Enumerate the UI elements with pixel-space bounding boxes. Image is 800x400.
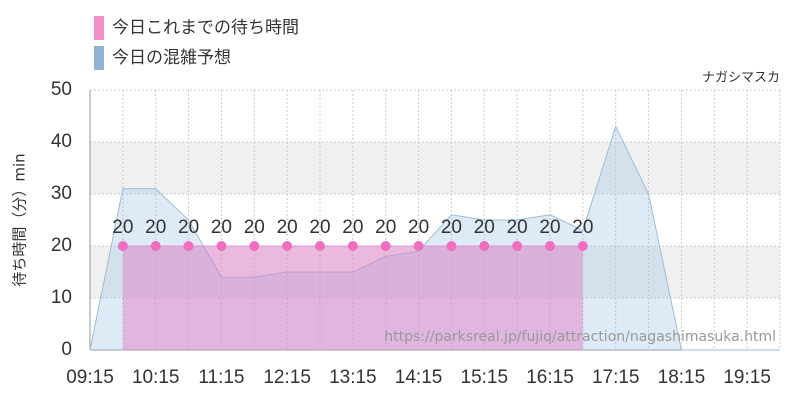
x-tick-label: 11:15 [198, 367, 244, 388]
marker [380, 241, 391, 251]
marker [282, 241, 293, 251]
value-label: 20 [342, 217, 363, 238]
x-tick-label: 10:15 [132, 367, 180, 388]
legend-label: 今日これまでの待ち時間 [112, 18, 299, 38]
marker [577, 241, 588, 251]
line [89, 125, 780, 351]
marker [479, 241, 490, 251]
y-tick-label: 40 [51, 131, 72, 152]
value-label: 20 [441, 217, 462, 238]
marker [216, 241, 227, 251]
marker [347, 241, 358, 251]
area [90, 126, 780, 351]
marker [413, 241, 424, 251]
marker [446, 241, 457, 251]
legend-label: 今日の混雑予想 [112, 48, 231, 68]
legend-swatch [94, 46, 104, 70]
x-tick-label: 14:15 [395, 367, 443, 388]
marker [117, 241, 128, 251]
value-label: 20 [178, 217, 199, 238]
source-annotation: https://parksreal.jp/fujiq/attraction/na… [384, 329, 776, 345]
x-tick-label: 13:15 [329, 367, 377, 388]
value-label: 20 [145, 217, 166, 238]
y-tick-label: 0 [61, 339, 72, 360]
value-label: 20 [375, 217, 396, 238]
value-label: 20 [507, 217, 528, 238]
value-label: 20 [572, 217, 593, 238]
y-tick-label: 10 [51, 287, 72, 308]
x-tick-label: 15:15 [461, 367, 509, 388]
x-tick-label: 18:15 [658, 367, 706, 388]
marker [545, 241, 555, 251]
marker [183, 241, 194, 251]
y-tick-label: 50 [51, 79, 72, 100]
value-label: 20 [474, 217, 495, 238]
y-axis-label: 待ち時間（分）min [11, 153, 29, 286]
value-label: 20 [539, 217, 560, 238]
x-tick-label: 17:15 [592, 367, 640, 388]
marker [249, 241, 260, 251]
value-label: 20 [244, 217, 265, 238]
marker [315, 241, 325, 251]
marker [512, 241, 523, 251]
area [122, 246, 583, 350]
value-label: 20 [112, 217, 133, 238]
grid-band [90, 142, 780, 194]
x-tick-label: 12:15 [263, 367, 311, 388]
x-tick-label: 16:15 [526, 367, 574, 388]
value-label: 20 [277, 217, 298, 238]
park-label: ナガシマスカ [702, 71, 780, 86]
x-tick-label: 09:15 [66, 367, 114, 388]
value-label: 20 [408, 217, 429, 238]
x-tick-label: 19:15 [723, 367, 771, 388]
y-tick-label: 30 [51, 183, 72, 204]
value-label: 20 [309, 217, 330, 238]
value-label: 20 [211, 217, 232, 238]
legend-swatch [94, 16, 104, 40]
marker [150, 241, 161, 251]
y-tick-label: 20 [51, 235, 72, 256]
